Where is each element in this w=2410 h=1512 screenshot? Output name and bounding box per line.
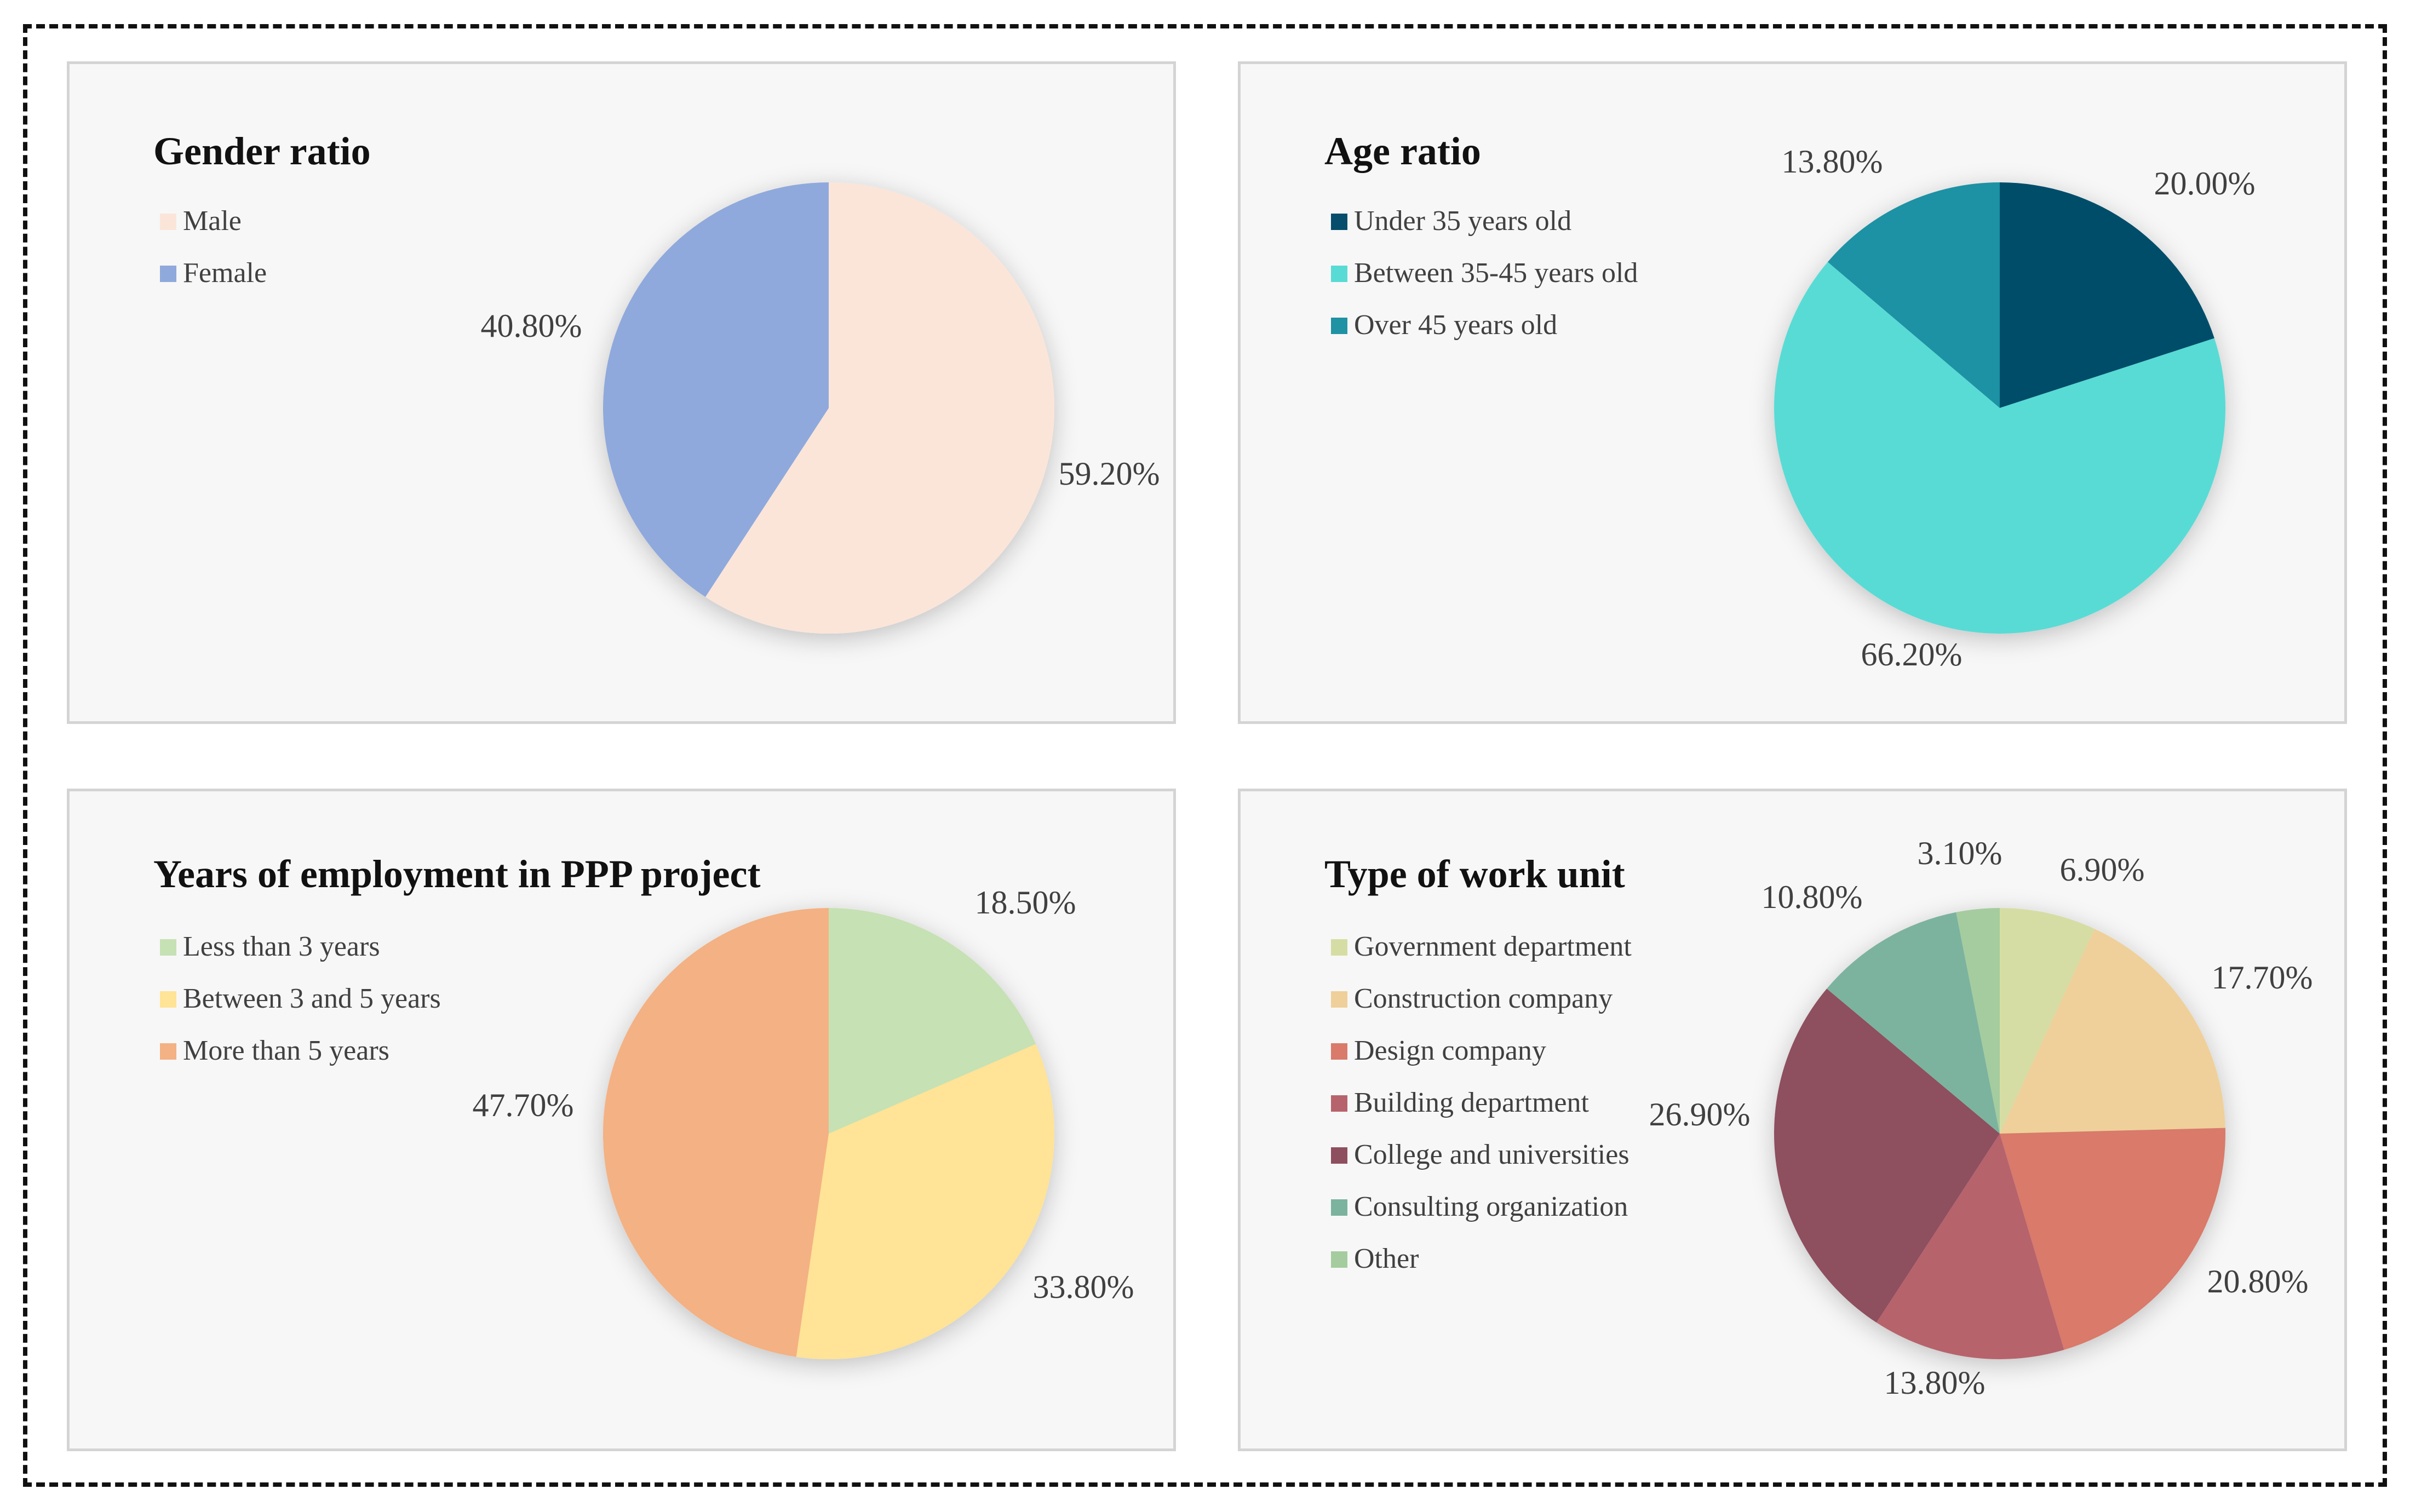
data-label-male: 59.20% <box>1059 456 1160 492</box>
pie-slice-between-3-and-5-years <box>796 1044 1054 1360</box>
chart-years-of-employment-in-ppp-project: Years of employment in PPP project Less t… <box>153 852 1134 1360</box>
legend-swatch-female <box>160 266 176 282</box>
legend-swatch-consulting-organization <box>1331 1199 1347 1216</box>
chart-title: Gender ratio <box>153 129 371 173</box>
legend-swatch-government-department <box>1331 939 1347 956</box>
chart-type-of-work-unit: Type of work unit Government department Co… <box>1324 835 2313 1401</box>
chart-title: Type of work unit <box>1324 852 1625 896</box>
pie-slice-consulting-organization <box>1827 912 2000 1134</box>
data-label-more-than-5-years: 47.70% <box>473 1087 574 1123</box>
chart-age-ratio: Age ratio Under 35 years old Between 35-45… <box>1324 129 2255 672</box>
legend-label-building-department: Building department <box>1354 1087 1589 1118</box>
legend-swatch-male <box>160 214 176 230</box>
chart-title: Years of employment in PPP project <box>153 852 760 896</box>
pie-slice-less-than-3-years <box>829 908 1036 1134</box>
pie-slice-more-than-5-years <box>602 908 829 1357</box>
data-label-design-company: 20.80% <box>2207 1263 2309 1300</box>
legend-label-consulting-organization: Consulting organization <box>1354 1191 1628 1222</box>
pie-slice-female <box>603 182 829 597</box>
legend-swatch-under-35-years-old <box>1331 214 1347 230</box>
legend-swatch-more-than-5-years <box>160 1043 176 1060</box>
legend-swatch-design-company <box>1331 1043 1347 1060</box>
legend-label-college-and-universities: College and universities <box>1354 1139 1629 1170</box>
legend-label-male: Male <box>183 205 242 237</box>
legend-label-more-than-5-years: More than 5 years <box>183 1035 389 1066</box>
pie-slice-design-company <box>2000 1128 2226 1350</box>
data-label-under-35-years-old: 20.00% <box>2154 165 2256 202</box>
pie-slice-other <box>1956 908 2000 1134</box>
data-label-construction-company: 17.70% <box>2212 959 2313 996</box>
legend-swatch-other <box>1331 1251 1347 1268</box>
data-label-female: 40.80% <box>481 308 582 344</box>
legend-label-design-company: Design company <box>1354 1035 1546 1066</box>
legend-swatch-college-and-universities <box>1331 1147 1347 1164</box>
data-label-college-and-universities: 26.90% <box>1649 1096 1751 1132</box>
pie <box>603 182 1055 634</box>
legend-label-government-department: Government department <box>1354 931 1632 962</box>
pie-slice-between-35-45-years-old <box>1774 262 2226 634</box>
data-label-building-department: 13.80% <box>1884 1365 1986 1401</box>
pie-slice-college-and-universities <box>1774 988 2000 1323</box>
legend-label-between-3-and-5-years: Between 3 and 5 years <box>183 983 441 1014</box>
pie-slice-over-45-years-old <box>1827 182 2000 408</box>
legend-swatch-building-department <box>1331 1095 1347 1112</box>
pie-slice-building-department <box>1876 1134 2064 1359</box>
legend-swatch-construction-company <box>1331 991 1347 1008</box>
legend-label-under-35-years-old: Under 35 years old <box>1354 205 1571 237</box>
legend-label-less-than-3-years: Less than 3 years <box>183 931 380 962</box>
legend-label-construction-company: Construction company <box>1354 983 1613 1014</box>
legend-swatch-between-35-45-years-old <box>1331 266 1347 282</box>
legend-label-between-35-45-years-old: Between 35-45 years old <box>1354 257 1638 289</box>
pie <box>602 908 1054 1360</box>
data-label-over-45-years-old: 13.80% <box>1782 143 1883 180</box>
pie-slice-construction-company <box>2000 929 2225 1134</box>
pie <box>1774 182 2226 634</box>
data-label-between-35-45-years-old: 66.20% <box>1861 636 1963 672</box>
data-label-other: 3.10% <box>1918 835 2002 871</box>
legend-swatch-between-3-and-5-years <box>160 991 176 1008</box>
pie-slice-male <box>705 182 1055 634</box>
legend-swatch-over-45-years-old <box>1331 318 1347 334</box>
dashed-border <box>23 24 2387 1487</box>
legend-label-other: Other <box>1354 1243 1419 1274</box>
chart-title: Age ratio <box>1324 129 1481 173</box>
pie-slice-under-35-years-old <box>2000 182 2214 408</box>
legend-label-over-45-years-old: Over 45 years old <box>1354 309 1557 341</box>
pie-slice-government-department <box>2000 908 2095 1134</box>
data-label-government-department: 6.90% <box>2060 852 2145 888</box>
data-label-less-than-3-years: 18.50% <box>975 884 1076 921</box>
data-label-between-3-and-5-years: 33.80% <box>1033 1269 1134 1305</box>
data-label-consulting-organization: 10.80% <box>1761 879 1863 915</box>
legend-label-female: Female <box>183 257 267 289</box>
pie <box>1774 908 2226 1359</box>
chart-gender-ratio: Gender ratio Male Female 59.20% 40.80% <box>153 129 1160 634</box>
legend-swatch-less-than-3-years <box>160 939 176 956</box>
